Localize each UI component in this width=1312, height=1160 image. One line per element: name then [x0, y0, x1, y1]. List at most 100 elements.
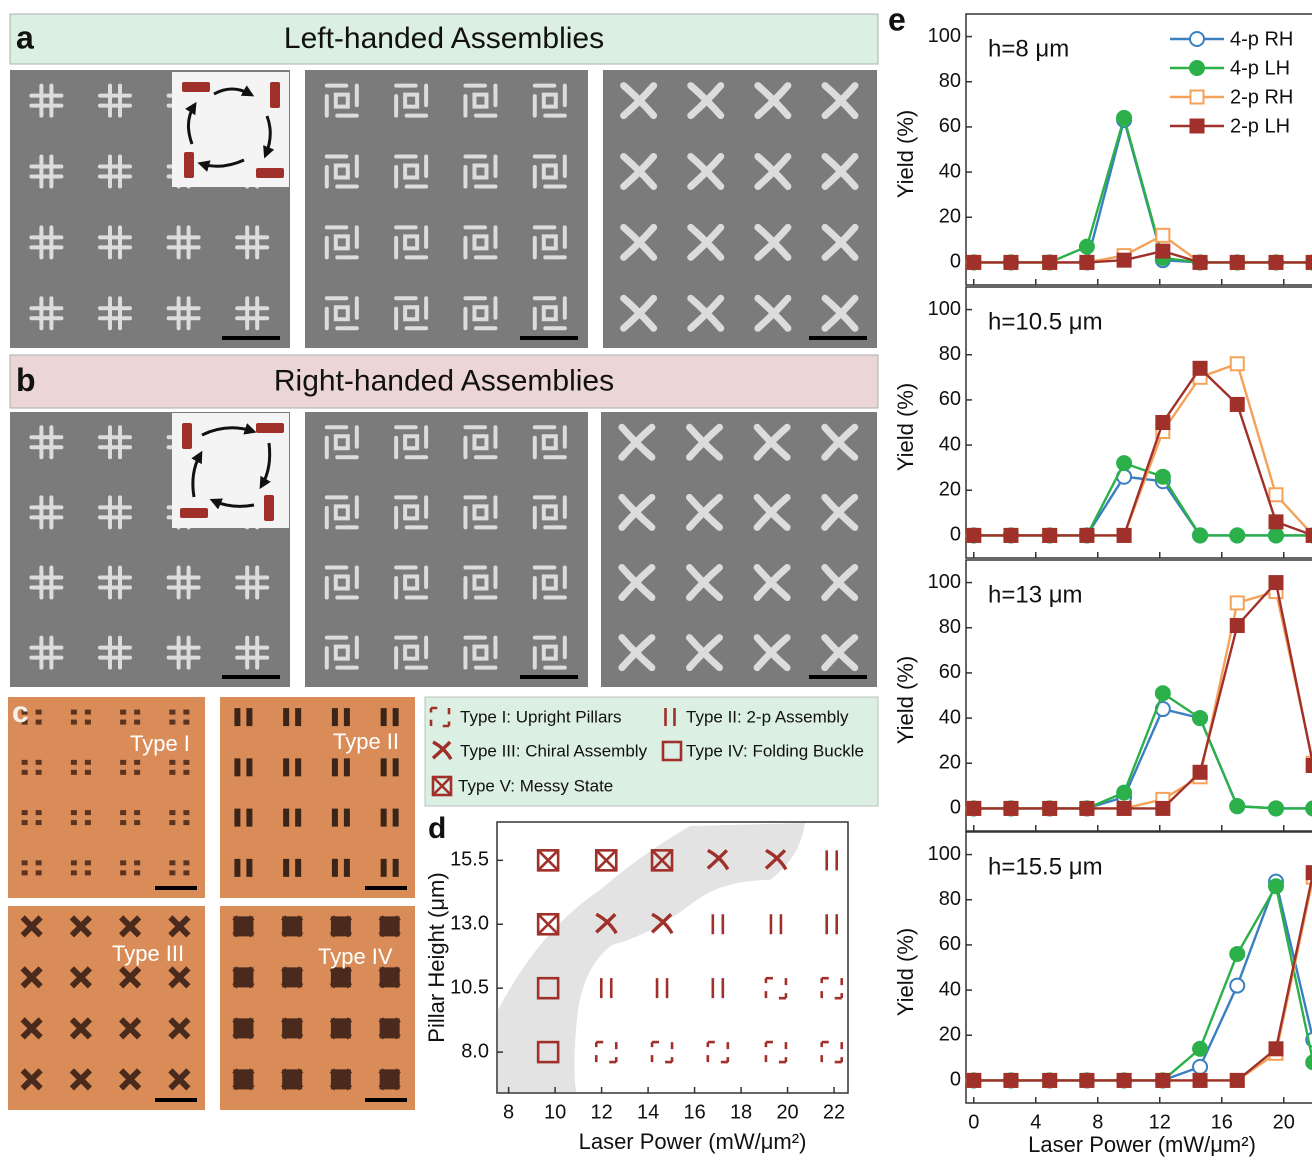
legend-label: Type V: Messy State — [458, 776, 613, 795]
optical-dot — [344, 758, 350, 776]
optical-dot — [134, 770, 140, 775]
data-point — [1193, 1042, 1207, 1056]
inset-bar — [180, 508, 208, 518]
optical-dot — [120, 810, 126, 815]
x-tick-label: 8 — [503, 1101, 514, 1123]
annotation: h=8 μm — [988, 35, 1069, 62]
data-point — [1270, 256, 1283, 269]
optical-dot — [71, 720, 77, 725]
optical-dot — [71, 760, 77, 765]
data-point — [1230, 979, 1244, 993]
annotation: h=13 μm — [988, 581, 1083, 608]
optical-dot — [234, 809, 240, 827]
optical-dot — [183, 810, 189, 815]
y-tick-label: 40 — [939, 978, 961, 1000]
inset-bar — [182, 82, 210, 92]
y-tick-label: 60 — [939, 661, 961, 683]
data-point — [1231, 357, 1244, 370]
series-line — [974, 693, 1312, 808]
optical-dot — [169, 760, 175, 765]
optical-dot — [169, 710, 175, 715]
data-point — [1193, 1060, 1207, 1074]
data-point — [1230, 947, 1244, 961]
data-point — [1307, 759, 1312, 772]
marker-part — [713, 978, 723, 998]
y-tick-label: 100 — [928, 25, 961, 47]
optical-dot — [183, 770, 189, 775]
optical-dot — [36, 870, 42, 875]
series-line — [974, 368, 1312, 535]
optical-dot — [283, 917, 301, 935]
optical-dot — [393, 758, 399, 776]
marker-part — [657, 978, 667, 998]
data-point — [1004, 529, 1017, 542]
data-point — [1118, 1074, 1131, 1087]
x-tick-label: 16 — [1211, 1111, 1233, 1133]
optical-dot — [183, 860, 189, 865]
marker — [596, 850, 616, 870]
x-axis-title: Laser Power (mW/μm²) — [1028, 1132, 1256, 1157]
data-point — [1270, 1042, 1283, 1055]
marker — [713, 914, 723, 934]
y-tick-label: 20 — [939, 479, 961, 501]
data-point — [1307, 866, 1312, 879]
data-point — [1269, 528, 1283, 542]
y-axis-title: Yield (%) — [893, 656, 918, 744]
optical-dot — [22, 860, 28, 865]
optical-dot — [183, 870, 189, 875]
optical-dot — [344, 859, 350, 877]
y-tick-label: 40 — [939, 706, 961, 728]
marker — [538, 914, 558, 934]
optical-dot — [120, 870, 126, 875]
marker-part — [652, 1042, 672, 1062]
optical-dot — [381, 1070, 399, 1088]
x-tick-label: 22 — [823, 1101, 845, 1123]
optical-dot — [71, 810, 77, 815]
optical-dot — [134, 860, 140, 865]
data-point — [1270, 576, 1283, 589]
data-point — [1194, 1074, 1207, 1087]
optical-dot — [36, 770, 42, 775]
legend-label: Type II: 2-p Assembly — [686, 707, 849, 726]
data-point — [1156, 802, 1169, 815]
data-point — [1004, 256, 1017, 269]
scale-bar — [520, 675, 578, 679]
tile-label: Type II — [333, 729, 399, 754]
optical-dot — [85, 860, 91, 865]
y-tick-label: 0 — [950, 797, 961, 819]
optical-dot — [393, 708, 399, 726]
optical-dot — [332, 1019, 350, 1037]
scale-bar — [155, 1098, 197, 1102]
marker-part — [538, 850, 558, 870]
data-point — [1193, 528, 1207, 542]
data-point — [1231, 256, 1244, 269]
data-point — [1156, 470, 1170, 484]
optical-dot — [381, 917, 399, 935]
data-point — [1230, 799, 1244, 813]
series-line — [974, 251, 1312, 262]
marker-part — [596, 850, 616, 870]
y-tick-label: 100 — [928, 571, 961, 593]
marker-part — [822, 1042, 842, 1062]
y-tick-label: 60 — [939, 933, 961, 955]
figure: aLeft-handed AssembliesbRight-handed Ass… — [0, 0, 1312, 1160]
data-point — [1231, 619, 1244, 632]
marker-part — [713, 914, 723, 934]
x-tick-label: 20 — [776, 1101, 798, 1123]
data-point — [1194, 256, 1207, 269]
optical-dot — [22, 770, 28, 775]
data-point — [1307, 256, 1312, 269]
marker-part — [771, 914, 781, 934]
optical-dot — [183, 820, 189, 825]
marker-part — [601, 978, 611, 998]
x-tick-label: 14 — [637, 1101, 659, 1123]
data-point — [967, 529, 980, 542]
optical-dot — [71, 770, 77, 775]
inset-bar — [256, 168, 284, 178]
marker — [771, 914, 781, 934]
y-axis-title: Pillar Height (μm) — [424, 872, 449, 1042]
x-tick-label: 18 — [730, 1101, 752, 1123]
optical-dot — [381, 758, 387, 776]
legend-label: Type IV: Folding Buckle — [686, 741, 864, 760]
marker-part — [827, 850, 837, 870]
